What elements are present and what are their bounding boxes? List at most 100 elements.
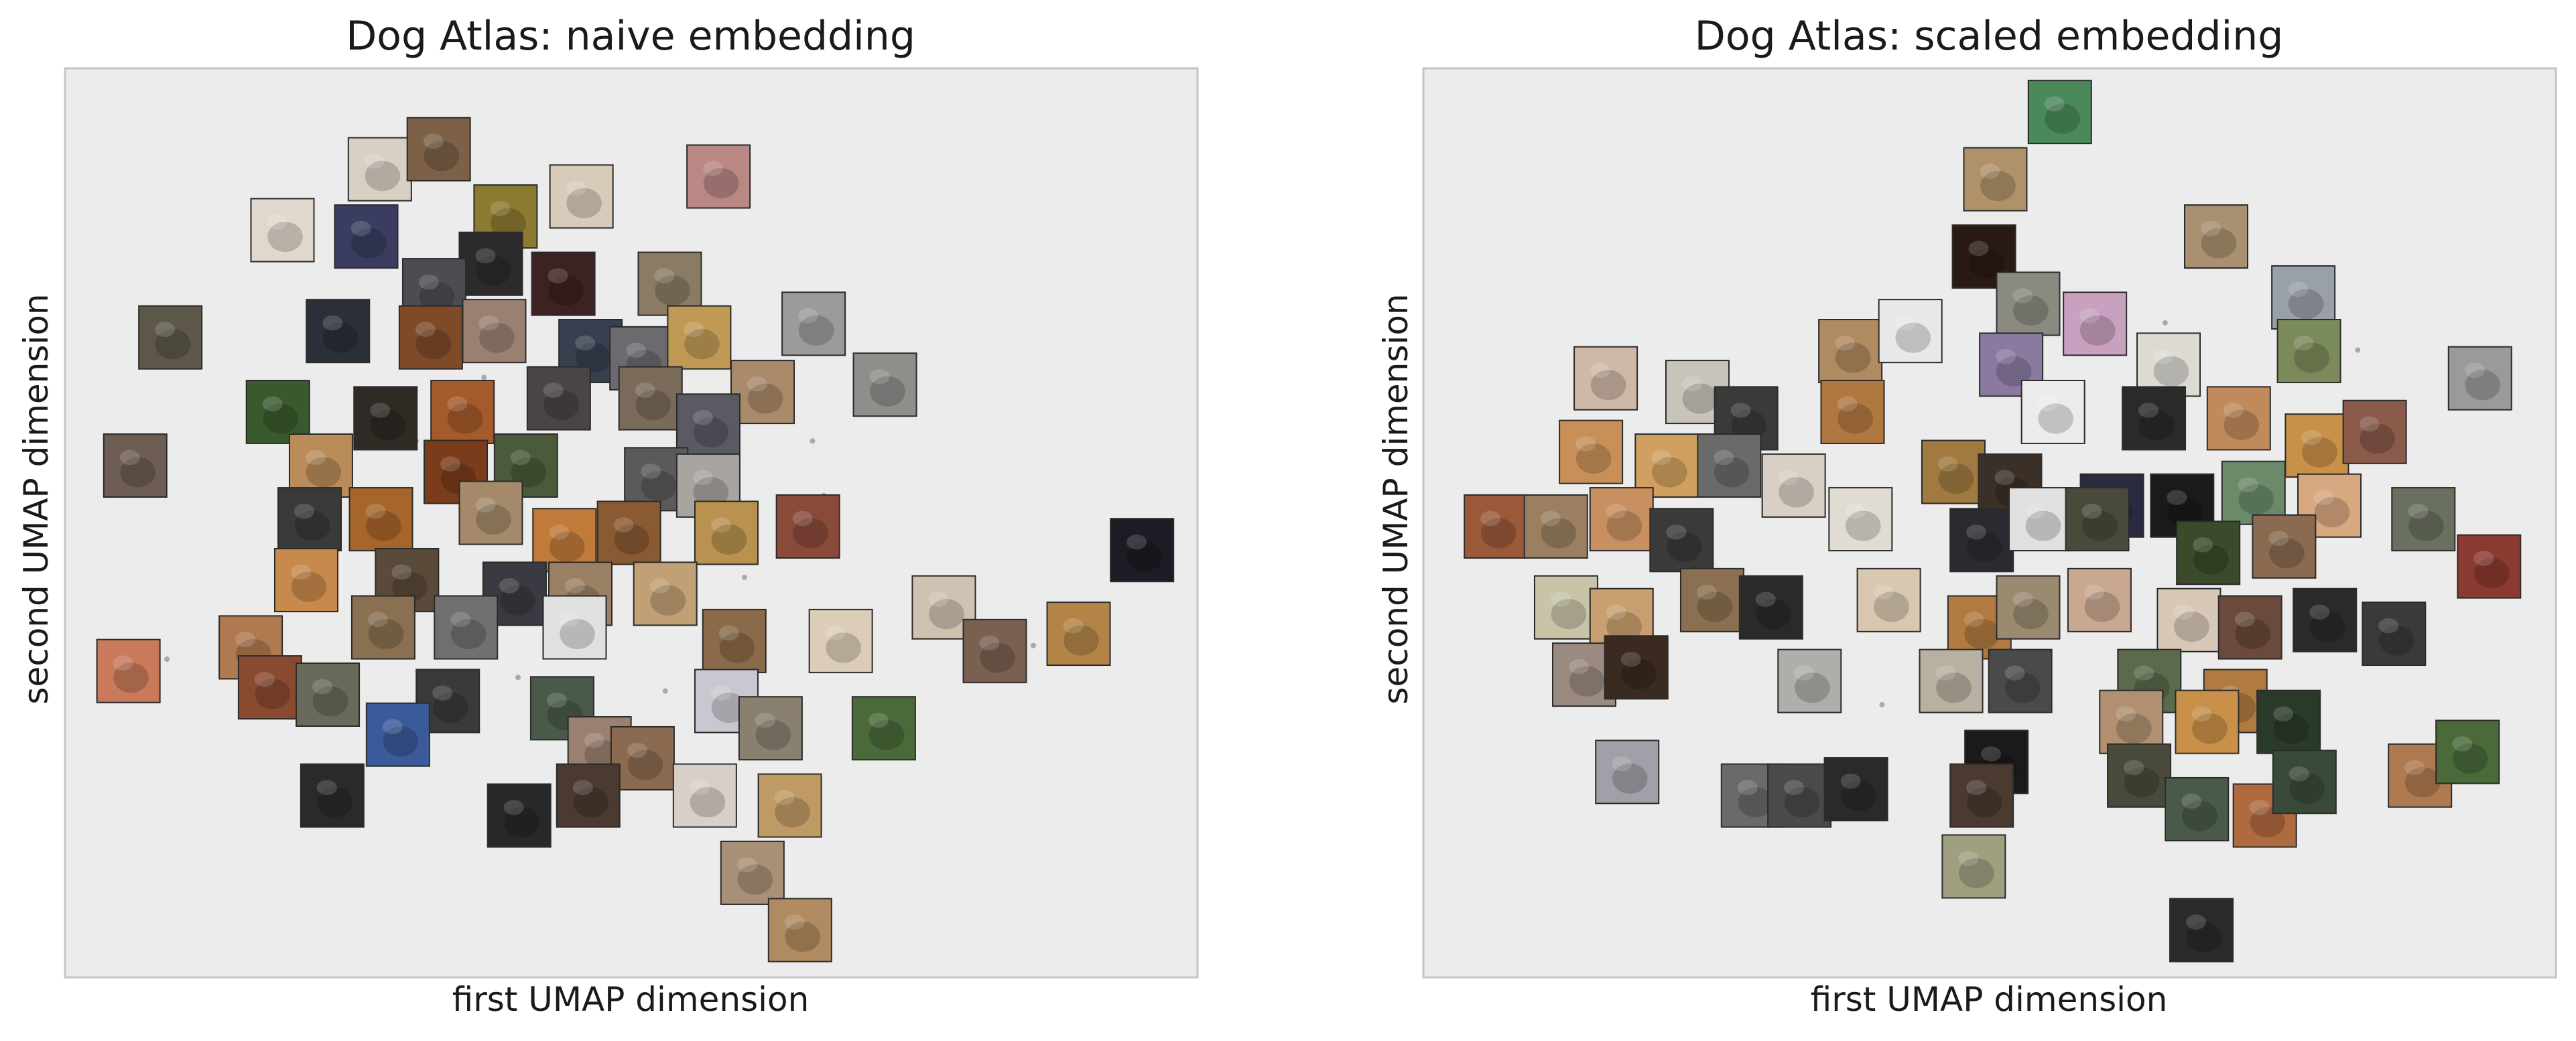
dog-thumbnail-point bbox=[1777, 648, 1842, 713]
dog-thumbnail-point bbox=[702, 608, 767, 673]
dog-thumbnail-point bbox=[2020, 379, 2085, 444]
dog-thumbnail-point bbox=[633, 561, 698, 626]
dog-thumbnail-point bbox=[398, 305, 463, 370]
dog-thumbnail-point bbox=[2435, 719, 2500, 784]
dog-thumbnail-point bbox=[1996, 271, 2061, 336]
dog-thumbnail-point bbox=[781, 291, 846, 356]
dog-thumbnail-point bbox=[1767, 763, 1832, 828]
dog-thumbnail-point bbox=[2276, 319, 2341, 384]
dog-thumbnail-point bbox=[277, 487, 342, 552]
dog-thumbnail-point bbox=[549, 164, 614, 229]
dog-thumbnail-point bbox=[556, 763, 621, 828]
dog-thumbnail-point bbox=[1523, 494, 1588, 559]
stray-point bbox=[662, 688, 668, 694]
dog-thumbnail-point bbox=[1949, 508, 2014, 573]
dog-thumbnail-point bbox=[1820, 379, 1885, 444]
dog-thumbnail-point bbox=[424, 439, 489, 504]
dog-thumbnail-point bbox=[962, 618, 1027, 683]
dog-thumbnail-point bbox=[2169, 898, 2234, 963]
dog-thumbnail-point bbox=[911, 575, 976, 640]
dog-thumbnail-point bbox=[347, 137, 412, 202]
dog-thumbnail-point bbox=[730, 360, 795, 425]
dog-thumbnail-point bbox=[1941, 834, 2006, 899]
dog-thumbnail-point bbox=[2457, 534, 2522, 599]
dog-thumbnail-point bbox=[2284, 413, 2349, 478]
dog-thumbnail-point bbox=[1110, 518, 1175, 583]
dog-thumbnail-point bbox=[434, 595, 499, 660]
dog-thumbnail-point bbox=[1761, 453, 1826, 518]
dog-thumbnail-point bbox=[1949, 763, 2014, 828]
stray-point bbox=[1879, 701, 1885, 707]
dog-thumbnail-point bbox=[667, 305, 732, 370]
dog-thumbnail-point bbox=[2175, 689, 2240, 754]
dog-thumbnail-point bbox=[103, 433, 168, 498]
dog-thumbnail-point bbox=[1589, 487, 1654, 552]
dog-thumbnail-point bbox=[1573, 346, 1638, 411]
dog-thumbnail-point bbox=[1679, 567, 1744, 632]
dog-thumbnail-point bbox=[1046, 602, 1111, 667]
dog-thumbnail-point bbox=[1649, 508, 1714, 573]
dog-thumbnail-point bbox=[531, 251, 596, 316]
dog-thumbnail-point bbox=[273, 547, 338, 612]
dog-thumbnail-point bbox=[2156, 587, 2221, 652]
dog-thumbnail-point bbox=[2271, 265, 2336, 330]
dog-thumbnail-point bbox=[2206, 386, 2271, 451]
dog-thumbnail-point bbox=[1634, 433, 1699, 498]
stray-point bbox=[810, 438, 816, 444]
dog-thumbnail-point bbox=[672, 763, 737, 828]
dog-thumbnail-point bbox=[96, 638, 161, 703]
dog-thumbnail-point bbox=[757, 773, 822, 838]
dog-thumbnail-point bbox=[350, 595, 415, 660]
dog-thumbnail-point bbox=[1988, 648, 2053, 713]
dog-thumbnail-point bbox=[1921, 439, 1986, 504]
x-axis-label-scaled: first UMAP dimension bbox=[1810, 980, 2168, 1019]
dog-thumbnail-point bbox=[720, 840, 785, 905]
dog-thumbnail-point bbox=[526, 366, 591, 431]
dog-thumbnail-point bbox=[1697, 433, 1762, 498]
dog-thumbnail-point bbox=[458, 480, 523, 545]
dog-thumbnail-point bbox=[637, 251, 702, 316]
dog-thumbnail-point bbox=[2136, 332, 2201, 397]
dog-thumbnail-point bbox=[2447, 346, 2512, 411]
dog-thumbnail-point bbox=[1919, 648, 1984, 713]
dog-thumbnail-point bbox=[1559, 419, 1624, 484]
dog-thumbnail-point bbox=[2165, 776, 2230, 841]
y-axis-label-scaled: second UMAP dimension bbox=[1376, 293, 1415, 705]
dog-thumbnail-point bbox=[2027, 80, 2092, 145]
dog-thumbnail-point bbox=[2256, 689, 2321, 754]
stray-point bbox=[2162, 320, 2168, 326]
dog-thumbnail-point bbox=[2232, 783, 2297, 848]
dog-thumbnail-point bbox=[458, 231, 523, 296]
dog-thumbnail-point bbox=[365, 702, 430, 767]
dog-thumbnail-point bbox=[487, 783, 552, 848]
dog-thumbnail-point bbox=[2107, 743, 2172, 808]
chart-title-scaled: Dog Atlas: scaled embedding bbox=[1694, 13, 2284, 60]
dog-thumbnail-point bbox=[334, 204, 399, 269]
scatter-plot-scaled bbox=[1422, 67, 2557, 979]
dog-thumbnail-point bbox=[694, 500, 759, 565]
dog-thumbnail-point bbox=[2362, 602, 2427, 667]
dog-thumbnail-point bbox=[306, 299, 371, 364]
dog-thumbnail-point bbox=[1828, 487, 1893, 552]
panel-scaled-embedding: Dog Atlas: scaled embedding first UMAP d… bbox=[1288, 0, 2576, 1041]
dog-thumbnail-point bbox=[300, 763, 365, 828]
dog-thumbnail-point bbox=[353, 386, 418, 451]
dog-thumbnail-point bbox=[415, 669, 480, 734]
dog-thumbnail-point bbox=[2217, 595, 2282, 660]
dog-thumbnail-point bbox=[2391, 487, 2456, 552]
dog-thumbnail-point bbox=[2272, 750, 2337, 815]
dog-thumbnail-point bbox=[775, 494, 840, 559]
dog-thumbnail-point bbox=[1738, 575, 1803, 640]
dog-thumbnail-point bbox=[767, 898, 832, 963]
dog-thumbnail-point bbox=[1878, 299, 1943, 364]
dog-thumbnail-point bbox=[245, 379, 310, 444]
dog-thumbnail-point bbox=[2067, 567, 2132, 632]
dog-thumbnail-point bbox=[2176, 520, 2241, 585]
dog-thumbnail-point bbox=[138, 305, 203, 370]
dog-thumbnail-point bbox=[2293, 587, 2358, 652]
dog-thumbnail-point bbox=[348, 487, 413, 552]
dog-thumbnail-point bbox=[296, 662, 361, 727]
dog-thumbnail-point bbox=[2252, 514, 2317, 579]
dog-thumbnail-point bbox=[2184, 204, 2248, 269]
